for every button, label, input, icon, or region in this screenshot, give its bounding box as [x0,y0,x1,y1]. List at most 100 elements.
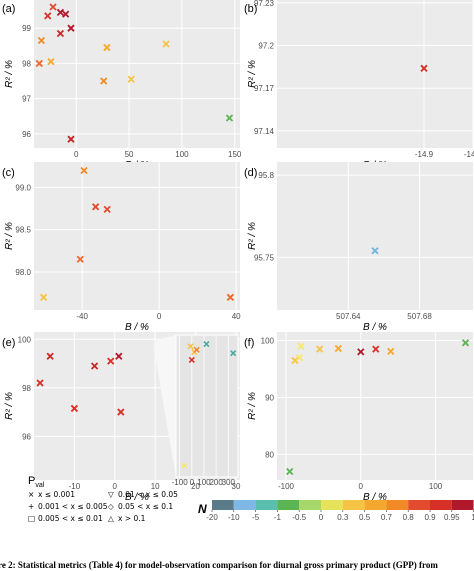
colorbar-swatch [255,500,278,510]
y-axis-label: R² / % [4,222,15,250]
data-point [286,467,294,476]
x-tick-label: 0 [359,482,364,491]
colorbar-tick-label: 1 [471,513,474,522]
colorbar-swatch [321,500,343,510]
data-point [103,205,111,213]
colorbar-tick-label: 0.7 [381,513,393,522]
inset-data-point [181,462,188,469]
x-tick-label: -14.6 [464,150,474,159]
x-tick-label: 507.64 [336,312,361,321]
panel-label: (e) [2,337,15,349]
data-point [107,357,115,365]
panel-d: 507.64 507.68 95.75 95.8(d) B / % R² / % [244,162,473,333]
y-tick-label: 98.0 [15,268,31,277]
x-tick-label: 100 [429,482,443,491]
data-point [49,3,57,11]
x-tick-label: 0 [74,150,79,159]
colorbar-tick-label: -0.5 [292,513,306,522]
pval-label: x > 0.1 [118,514,146,523]
data-point [39,293,48,301]
data-point [47,58,55,66]
y-tick-label: 98 [22,59,31,68]
data-point [291,356,299,365]
pval-label: x ≤ 0.001 [38,490,75,499]
y-tick-label: 97.14 [254,127,275,136]
data-point [91,203,100,211]
x-tick-label: -14.9 [415,150,434,159]
plot-background [277,162,473,310]
x-tick-label: -40 [76,312,88,321]
y-tick-label: 95.8 [258,171,274,180]
inset-x-tick-label: 300 [222,478,236,487]
x-tick-label: 40 [232,312,241,321]
y-tick-label: 100 [261,337,275,346]
panel-label: (b) [244,3,257,15]
y-tick-label: 80 [265,450,274,459]
colorbar-swatch [342,500,365,510]
x-axis-label: B / % [363,322,387,333]
data-point [334,344,342,353]
y-tick-label: 97 [22,95,31,104]
colorbar-swatch [299,500,321,510]
y-tick-label: 100 [18,335,32,344]
y-tick-label: 90 [265,393,274,402]
y-axis-label: R² / % [4,392,15,420]
inset-x-tick-label: -100 [172,478,189,487]
inset-background [175,334,239,478]
plot-background [34,0,240,148]
y-tick-label: 97.2 [258,42,274,51]
y-tick-label: 98.5 [15,226,31,235]
plot-background [34,162,240,310]
data-point [372,345,380,353]
x-tick-label: 30 [232,482,241,491]
data-point [297,342,305,350]
data-point [461,339,470,347]
data-point [295,353,304,362]
inset-data-point [187,343,194,350]
x-tick-label: 20 [191,482,200,491]
data-point [226,293,235,301]
y-axis-label: R² / % [247,392,258,420]
panel-label: (f) [244,337,254,349]
pval-symbol: ▽ [108,490,114,499]
x-tick-label: -100 [278,482,295,491]
pval-symbol: ◇ [108,502,114,511]
data-point [100,77,108,85]
panel-f: -100 0 100 80 90 100 (f) B / % R² / % [244,332,473,503]
colorbar-tick-label: 0.9 [424,513,436,522]
y-tick-label: 97.17 [254,84,275,93]
panel-label: (d) [244,167,257,179]
colorbar-title: N [198,502,207,516]
panel-label: (c) [2,167,15,179]
data-point [127,75,135,83]
data-point [67,135,75,143]
data-point [117,408,125,416]
pval-label: 0.05 < x ≤ 0.1 [118,502,173,511]
data-point [371,247,379,255]
data-point [162,40,170,48]
colorbar-swatch [233,500,256,510]
x-axis-label: B / % [125,322,149,333]
y-tick-label: 98 [22,384,31,393]
colorbar-tick-label: -1 [274,513,282,522]
colorbar-swatch [277,500,300,510]
data-point [70,404,79,413]
plot-background [277,332,473,480]
x-tick-label: 100 [175,150,189,159]
inset-data-point [188,356,195,364]
data-point [44,12,52,20]
colorbar-tick-label: 0.95 [444,513,460,522]
data-point [76,255,84,263]
inset-data-point [193,346,200,353]
y-axis-label: R² / % [247,60,258,88]
colorbar-tick-label: 0 [319,513,324,522]
data-point [103,43,111,52]
colorbar-swatch [212,500,234,510]
data-point [36,379,44,387]
y-tick-label: 97.23 [254,0,275,8]
data-point [62,10,70,18]
inset-x-tick-label: 0 [190,478,195,487]
